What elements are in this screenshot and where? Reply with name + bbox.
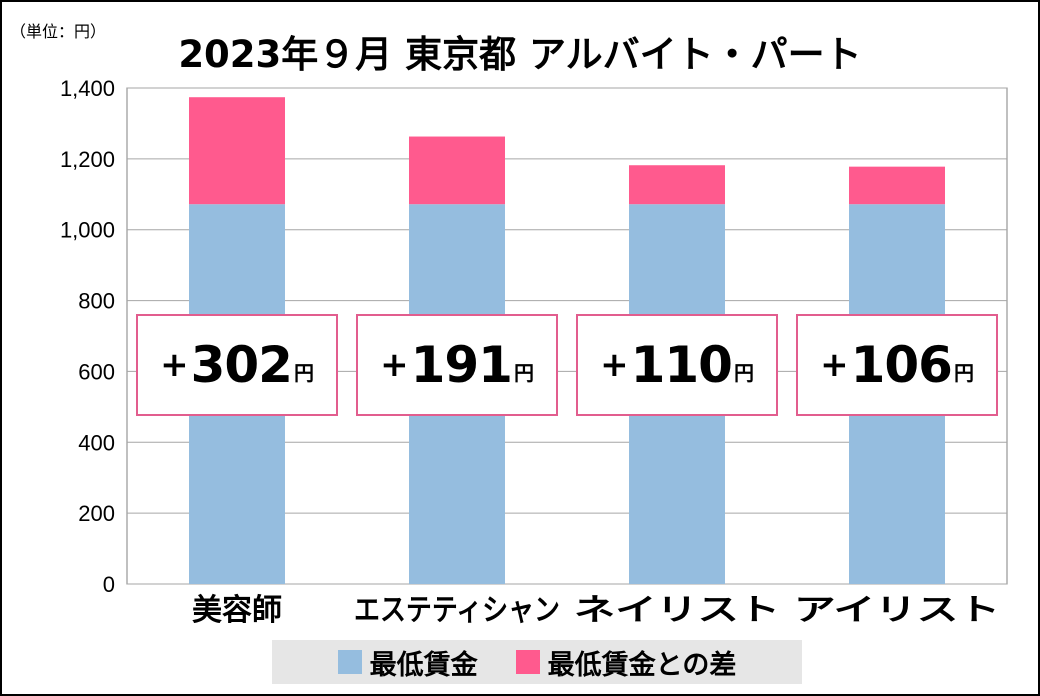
chart-plot: 0 200 400 600 800 1,000 1,200 1,400 美容師 エステティシャンネ… — [60, 76, 1008, 628]
x-category-label: エステティシャン — [354, 593, 560, 628]
data-label-value: 302 — [190, 336, 293, 394]
y-tick-label: 400 — [78, 430, 115, 455]
data-label-box: +110 円 — [576, 314, 778, 416]
data-label-value: 110 — [630, 336, 733, 394]
data-label-unit: 円 — [293, 361, 314, 385]
legend-item-diff: 最低賃金との差 — [515, 643, 737, 682]
data-label-value: 191 — [410, 336, 513, 394]
legend-label-min-wage: 最低賃金 — [369, 649, 478, 681]
legend-swatch-min-wage — [337, 650, 362, 674]
x-category-label: ネイリスト — [574, 593, 780, 628]
y-tick-label: 1,000 — [60, 218, 115, 243]
bar-diff — [409, 136, 505, 205]
data-label-box: +302 円 — [136, 314, 338, 416]
data-label-sign: + — [380, 345, 409, 385]
data-label-box: +191 円 — [356, 314, 558, 416]
y-tick-label: 1,200 — [60, 147, 115, 172]
bar-diff — [189, 97, 285, 205]
unit-label: （単位：円） — [10, 22, 107, 41]
data-label-sign: + — [600, 345, 629, 385]
bar-diff — [629, 165, 725, 205]
data-label-sign: + — [160, 345, 189, 385]
data-label-unit: 円 — [733, 361, 754, 385]
y-tick-label: 800 — [78, 289, 115, 314]
data-label-unit: 円 — [953, 361, 974, 385]
data-label-box: +106 円 — [796, 314, 998, 416]
legend-label-diff: 最低賃金との差 — [547, 649, 737, 681]
legend-swatch-diff — [515, 650, 540, 674]
y-tick-label: 200 — [78, 501, 115, 526]
x-category-label: アイリスト — [794, 593, 1000, 628]
y-tick-label: 1,400 — [60, 76, 115, 101]
data-label-sign: + — [820, 345, 849, 385]
y-tick-label: 600 — [78, 359, 115, 384]
y-tick-label: 0 — [103, 572, 115, 597]
chart-title: 2023年９月 東京都 アルバイト・パート — [178, 33, 862, 76]
bar-diff — [849, 166, 945, 205]
x-category-label: 美容師 — [192, 593, 282, 628]
data-label-value: 106 — [850, 336, 953, 394]
data-label-unit: 円 — [513, 361, 534, 385]
legend-item-min-wage: 最低賃金 — [337, 643, 478, 682]
legend: 最低賃金 最低賃金との差 — [272, 640, 802, 684]
